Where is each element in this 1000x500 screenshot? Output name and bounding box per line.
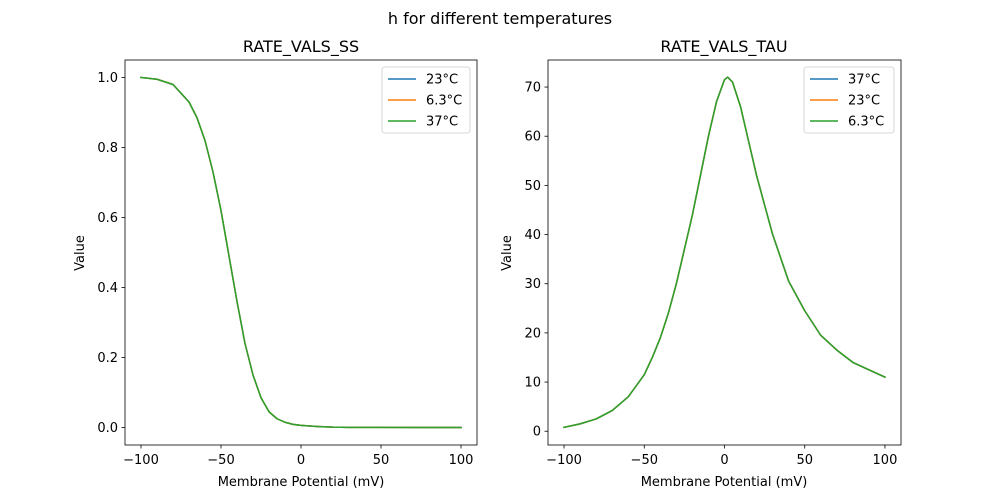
- legend-frame: [381, 66, 471, 134]
- subplot-rate-vals-ss: RATE_VALS_SS Membrane Potential (mV) Val…: [73, 37, 478, 490]
- x-tick-label: 100: [873, 453, 898, 468]
- legend-label: 6.3°C: [848, 115, 884, 130]
- legend-label: 37°C: [426, 115, 458, 130]
- subplot-rate-vals-tau: RATE_VALS_TAU Membrane Potential (mV) Va…: [500, 37, 902, 490]
- x-tick-label: 50: [796, 453, 813, 468]
- y-axis-label: Value: [500, 235, 515, 271]
- x-tick-label: 50: [373, 453, 390, 468]
- y-tick-label: 0.4: [97, 281, 118, 296]
- y-tick-label: 0.2: [97, 351, 118, 366]
- x-tick-label: 0: [720, 453, 728, 468]
- y-tick-label: 40: [524, 228, 541, 243]
- subplot-title: RATE_VALS_TAU: [660, 37, 787, 57]
- x-tick-label: −50: [631, 453, 658, 468]
- x-axis-label: Membrane Potential (mV): [218, 475, 385, 490]
- x-tick-label: 100: [449, 453, 474, 468]
- y-axis-label: Value: [73, 235, 88, 271]
- x-axis-label: Membrane Potential (mV): [641, 475, 808, 490]
- legend-label: 23°C: [848, 94, 880, 109]
- y-tick-label: 0.0: [97, 421, 118, 436]
- legend: 37°C 23°C 6.3°C: [803, 66, 895, 134]
- y-tick-label: 30: [524, 277, 541, 292]
- figure-suptitle: h for different temperatures: [388, 9, 612, 28]
- y-tick-label: 70: [524, 81, 541, 96]
- x-tick-label: −100: [123, 453, 159, 468]
- legend-frame: [803, 66, 895, 134]
- legend-label: 37°C: [848, 73, 880, 88]
- x-tick-label: −50: [207, 453, 234, 468]
- y-tick-label: 0: [533, 425, 541, 440]
- y-tick-label: 60: [524, 130, 541, 145]
- x-tick-label: −100: [546, 453, 582, 468]
- series-line-6-3-c: [563, 76, 886, 429]
- legend: 23°C 6.3°C 37°C: [381, 66, 471, 134]
- x-tick-label: 0: [297, 453, 305, 468]
- legend-label: 23°C: [426, 73, 458, 88]
- y-tick-label: 10: [524, 376, 541, 391]
- series-line-37-c: [140, 76, 462, 429]
- y-tick-label: 50: [524, 179, 541, 194]
- series-group: [140, 76, 462, 429]
- y-tick-label: 0.6: [97, 211, 118, 226]
- legend-label: 6.3°C: [426, 94, 462, 109]
- y-tick-label: 0.8: [97, 141, 118, 156]
- y-tick-label: 1.0: [97, 71, 118, 86]
- y-tick-label: 20: [524, 326, 541, 341]
- series-group: [563, 76, 886, 429]
- subplot-title: RATE_VALS_SS: [243, 37, 359, 57]
